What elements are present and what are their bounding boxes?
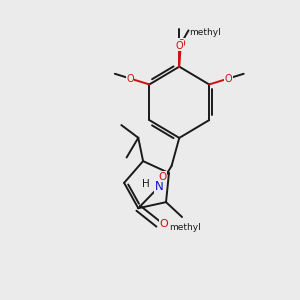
Text: N: N bbox=[155, 180, 164, 193]
Text: O: O bbox=[126, 74, 134, 83]
Text: O: O bbox=[177, 39, 184, 49]
Text: H: H bbox=[142, 179, 149, 189]
Text: O: O bbox=[176, 41, 183, 51]
Text: O: O bbox=[159, 172, 167, 182]
Text: O: O bbox=[224, 74, 232, 83]
Text: methyl: methyl bbox=[169, 223, 200, 232]
Text: methyl: methyl bbox=[189, 28, 221, 37]
Text: O: O bbox=[160, 219, 168, 229]
